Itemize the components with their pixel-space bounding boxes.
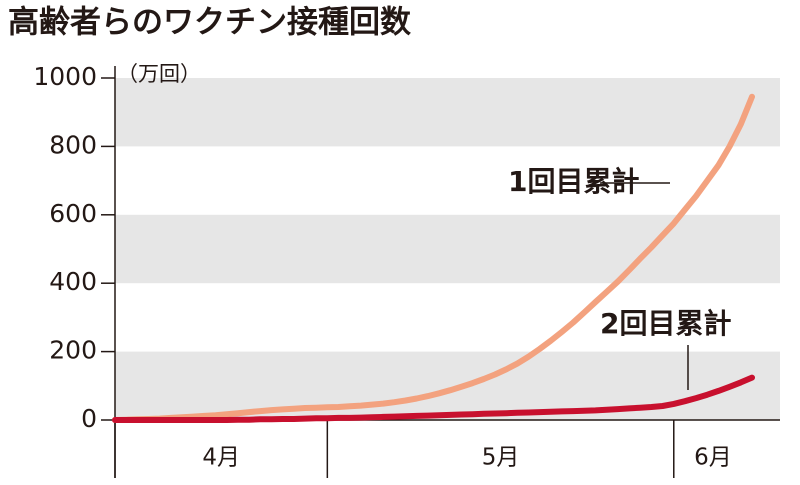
x-tick-label: 4月 [202, 445, 240, 471]
chart-title: 高齢者らのワクチン接種回数 [8, 5, 411, 41]
y-tick-label: 800 [49, 130, 97, 159]
x-tick-label: 6月 [694, 445, 732, 471]
y-tick-label: 0 [81, 404, 97, 433]
series-label: 1回目累計 [508, 165, 639, 198]
y-tick-label: 400 [49, 267, 97, 296]
grid-band [115, 351, 780, 420]
line [112, 374, 755, 423]
grid-band [115, 78, 780, 147]
line [112, 93, 755, 423]
grid-band [115, 214, 780, 284]
y-unit: （万回） [117, 62, 201, 86]
y-tick-label: 600 [49, 199, 97, 228]
series-label: 2回目累計 [600, 307, 731, 340]
x-tick-label: 5月 [482, 445, 520, 471]
y-tick-label: 1000 [33, 62, 97, 91]
y-tick-label: 200 [49, 336, 97, 365]
